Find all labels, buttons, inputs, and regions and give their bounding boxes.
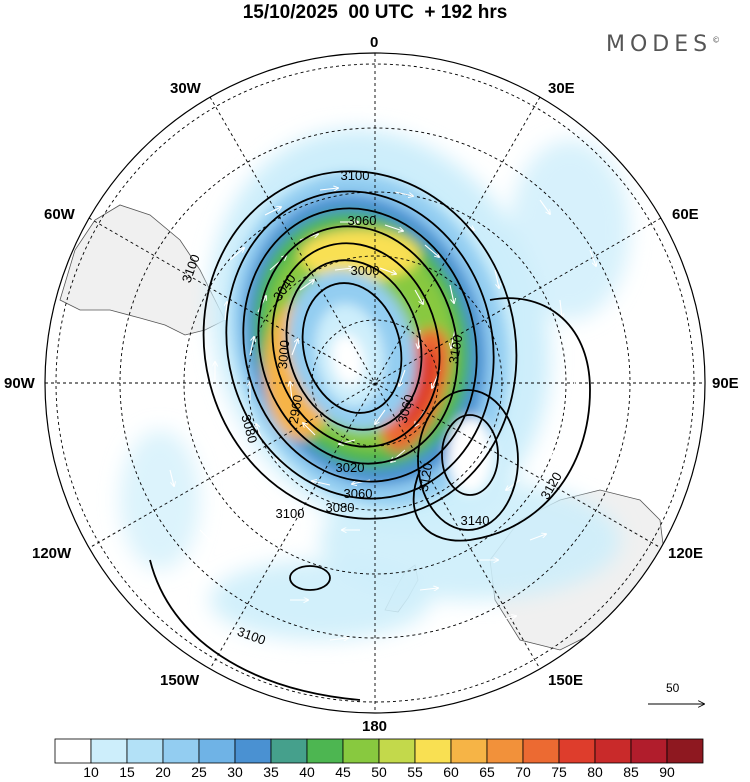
colorbar-label: 90 (659, 764, 675, 780)
contour-label: 3100 (341, 168, 370, 183)
colorbar-swatch (666, 738, 704, 764)
colorbar-swatch (54, 738, 92, 764)
colorbar-swatch (342, 738, 380, 764)
colorbar-label: 40 (299, 764, 315, 780)
lon-label-90e: 90E (712, 375, 739, 392)
colorbar-swatch (126, 738, 164, 764)
colorbar-swatch (558, 738, 596, 764)
colorbar-swatch (90, 738, 128, 764)
brand-mark: © (712, 35, 721, 45)
colorbar-label: 85 (623, 764, 639, 780)
lon-label-30e: 30E (548, 80, 575, 97)
colorbar-swatch (378, 738, 416, 764)
colorbar-label: 80 (587, 764, 603, 780)
contour-label: 3060 (395, 393, 417, 425)
colorbar-label: 35 (263, 764, 279, 780)
colorbar-swatch (522, 738, 560, 764)
colorbar-swatch (630, 738, 668, 764)
colorbar-label: 75 (551, 764, 567, 780)
contour-label: 3060 (344, 486, 373, 501)
colorbar-label: 55 (407, 764, 423, 780)
colorbar-swatch (450, 738, 488, 764)
lon-label-60e: 60E (672, 206, 699, 223)
colorbar-swatch (306, 738, 344, 764)
wind-vectors (169, 188, 596, 640)
colorbar-label: 30 (227, 764, 243, 780)
colorbar-swatch (486, 738, 524, 764)
brand-logo: MODES© (606, 32, 720, 57)
colorbar-swatch (414, 738, 452, 764)
lon-label-180: 180 (362, 718, 388, 735)
colorbar-label: 65 (479, 764, 495, 780)
contour-label: 3080 (238, 413, 260, 445)
colorbar-label: 60 (443, 764, 459, 780)
lon-label-0: 0 (370, 34, 379, 51)
contour-label: 3120 (416, 462, 436, 493)
lon-label-90w: 90W (4, 375, 35, 392)
contour-label: 3100 (446, 334, 466, 365)
colorbar-label: 45 (335, 764, 351, 780)
colorbar-label: 25 (191, 764, 207, 780)
contour-label: 3140 (461, 513, 490, 528)
colorbar-label: 15 (119, 764, 135, 780)
contour-label: 3000 (351, 263, 380, 278)
contour-label: 3100 (276, 506, 305, 521)
colorbar-swatch (270, 738, 308, 764)
map-title: 15/10/2025 00 UTC + 192 hrs (242, 2, 508, 23)
lon-label-30w: 30W (170, 80, 201, 97)
brand-name: MODES (606, 32, 713, 57)
lon-label-120e: 120E (668, 545, 704, 562)
contour-label: 3020 (336, 460, 365, 475)
contour-label: 3000 (275, 340, 292, 370)
colorbar-label: 50 (371, 764, 387, 780)
lon-label-120w: 120W (32, 545, 72, 562)
height-contours (149, 170, 591, 701)
colorbar-label: 70 (515, 764, 531, 780)
lon-label-150w: 150W (160, 672, 200, 689)
colorbar-label: 10 (83, 764, 99, 780)
colorbar-label: 20 (155, 764, 171, 780)
map-boundary (44, 52, 706, 714)
colorbar-swatch (162, 738, 200, 764)
colorbar-swatch (198, 738, 236, 764)
lon-label-150e: 150E (548, 672, 584, 689)
contour-label: 2960 (286, 394, 306, 425)
colorbar-swatch (594, 738, 632, 764)
graticule (45, 53, 705, 713)
contour-label: 3060 (348, 213, 377, 228)
contour-label: 3080 (326, 500, 355, 515)
reference-vector-value: 50 (666, 681, 680, 695)
colorbar-swatch (234, 738, 272, 764)
lon-label-60w: 60W (44, 206, 75, 223)
colorbar (54, 738, 704, 764)
